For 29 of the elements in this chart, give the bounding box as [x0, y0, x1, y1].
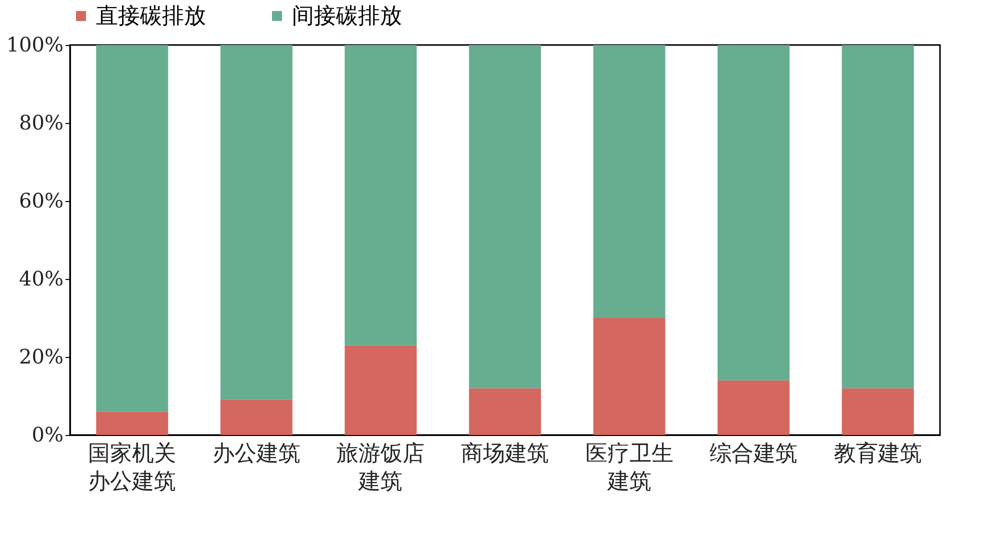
- bar: [96, 45, 168, 412]
- bar: [842, 45, 914, 388]
- bar: [344, 45, 417, 346]
- bar: [96, 412, 168, 435]
- x-tick-label: 旅游饭店建筑: [336, 442, 425, 494]
- legend-label: 间接碳排放: [292, 4, 402, 29]
- y-tick-label: 20%: [19, 344, 64, 368]
- x-tick-label: 教育建筑: [834, 440, 922, 466]
- bar: [718, 45, 790, 380]
- y-tick-label: 0%: [32, 422, 64, 446]
- x-tick-label: 办公建筑: [212, 442, 300, 466]
- legend-label: 直接碳排放: [96, 4, 206, 29]
- bar: [220, 400, 292, 435]
- bar: [344, 345, 417, 435]
- bar: [842, 388, 914, 435]
- bar: [593, 318, 666, 435]
- bar: [469, 45, 541, 388]
- x-tick-label: 国家机关办公建筑: [88, 442, 176, 494]
- x-tick-label: 综合建筑: [710, 442, 798, 466]
- bar: [718, 380, 790, 435]
- y-tick-label: 80%: [19, 110, 64, 134]
- bar: [469, 388, 541, 435]
- bar: [220, 45, 292, 400]
- x-tick-label: 商场建筑: [461, 442, 549, 466]
- y-tick-label: 40%: [19, 266, 64, 290]
- x-tick-label: 医疗卫生建筑: [585, 442, 674, 494]
- y-tick-label: 60%: [19, 188, 64, 212]
- y-tick-label: 100%: [6, 32, 64, 56]
- bar: [593, 45, 666, 318]
